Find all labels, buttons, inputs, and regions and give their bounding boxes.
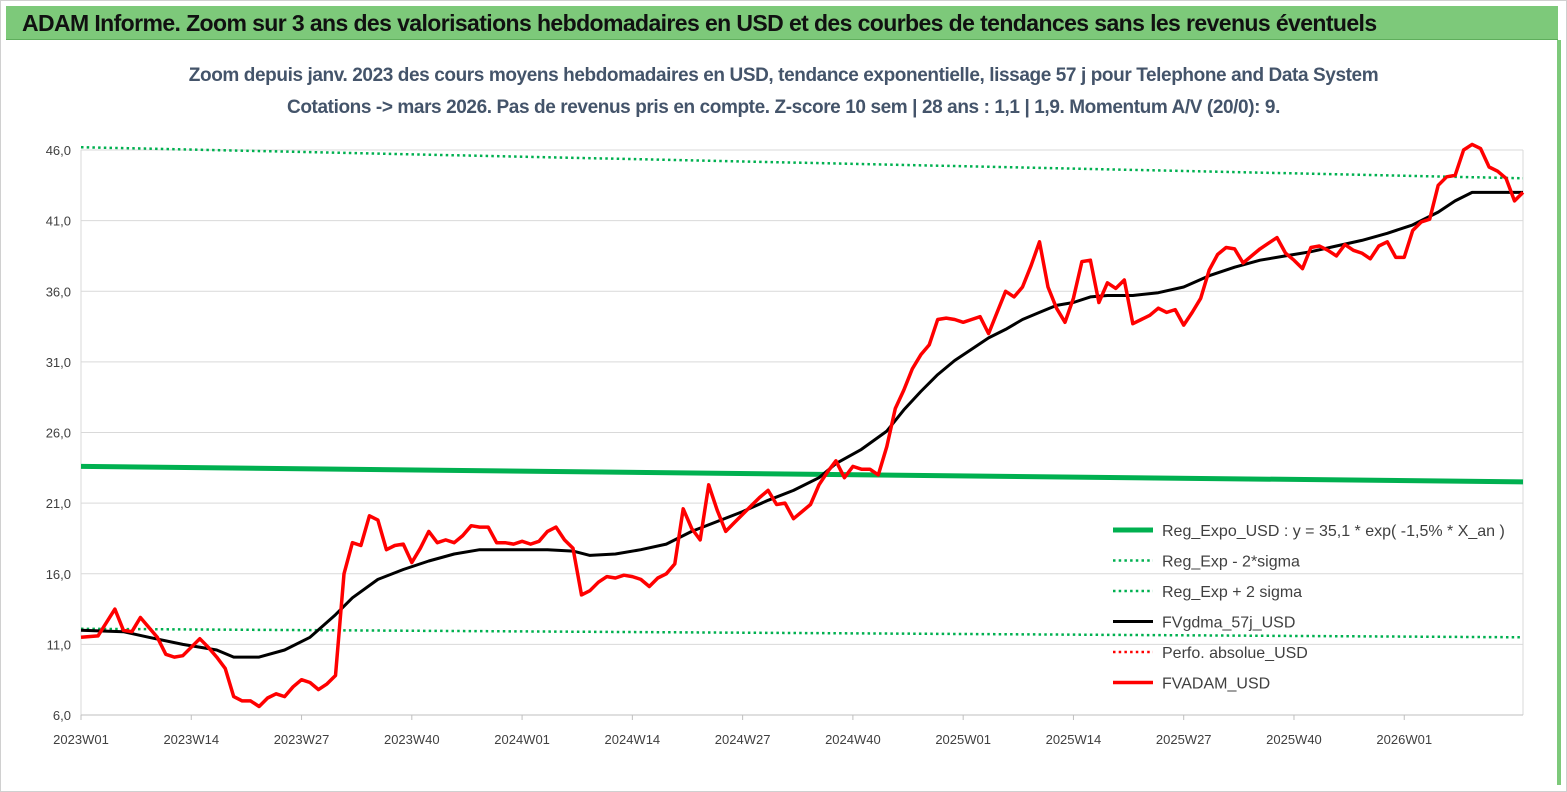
x-tick-label: 2023W40 bbox=[384, 732, 440, 747]
x-tick-label: 2023W27 bbox=[274, 732, 330, 747]
legend-label: FVgdma_57j_USD bbox=[1162, 615, 1295, 632]
x-tick-label: 2025W27 bbox=[1156, 732, 1212, 747]
x-axis: 2023W01 2023W14 2023W27 2023W40 2024W01 2024W… bbox=[53, 715, 1432, 747]
series-line bbox=[80, 145, 1524, 180]
legend-label: FVADAM_USD bbox=[1162, 676, 1270, 693]
y-tick-label: 36,0 bbox=[46, 284, 71, 299]
legend-label: Reg_Exp + 2 sigma bbox=[1162, 584, 1302, 601]
series-layer bbox=[80, 142, 1525, 709]
x-tick-label: 2024W40 bbox=[825, 732, 881, 747]
y-tick-label: 16,0 bbox=[46, 567, 71, 582]
series-line bbox=[80, 190, 1523, 659]
x-tick-label: 2024W01 bbox=[494, 732, 550, 747]
series-line bbox=[80, 627, 1524, 639]
x-tick-label: 2025W40 bbox=[1266, 732, 1322, 747]
x-tick-label: 2025W01 bbox=[935, 732, 991, 747]
y-axis: 6,0 11,0 16,0 21,0 26,0 31,0 36,0 41,0 46,0 bbox=[46, 143, 71, 723]
chart-title: Zoom depuis janv. 2023 des cours moyens … bbox=[188, 65, 1379, 86]
x-tick-label: 2024W27 bbox=[715, 732, 771, 747]
y-tick-label: 11,0 bbox=[47, 637, 71, 652]
y-tick-label: 31,0 bbox=[46, 355, 71, 370]
legend-label: Reg_Expo_USD : y = 35,1 * exp( -1,5% * X… bbox=[1162, 523, 1505, 540]
right-accent-bar bbox=[1557, 40, 1561, 785]
report-banner: ADAM Informe. Zoom sur 3 ans des valoris… bbox=[6, 6, 1558, 40]
series-line bbox=[80, 463, 1524, 485]
chart-subtitle: Cotations -> mars 2026. Pas de revenus p… bbox=[287, 97, 1280, 118]
y-tick-label: 21,0 bbox=[46, 496, 71, 511]
y-tick-label: 6,0 bbox=[53, 708, 71, 723]
gridlines bbox=[80, 149, 1524, 716]
y-tick-label: 46,0 bbox=[46, 143, 71, 158]
y-tick-label: 26,0 bbox=[46, 426, 71, 441]
legend: Reg_Expo_USD : y = 35,1 * exp( -1,5% * X… bbox=[1113, 523, 1505, 693]
legend-label: Perfo. absolue_USD bbox=[1162, 645, 1308, 662]
x-tick-label: 2025W14 bbox=[1046, 732, 1102, 747]
series-line bbox=[80, 142, 1525, 709]
report-title: ADAM Informe. Zoom sur 3 ans des valoris… bbox=[22, 10, 1377, 36]
x-tick-label: 2024W14 bbox=[605, 732, 661, 747]
x-tick-label: 2026W01 bbox=[1376, 732, 1432, 747]
y-tick-label: 41,0 bbox=[46, 214, 71, 229]
x-tick-label: 2023W14 bbox=[163, 732, 219, 747]
x-tick-label: 2023W01 bbox=[53, 732, 109, 747]
legend-label: Reg_Exp - 2*sigma bbox=[1162, 554, 1300, 571]
